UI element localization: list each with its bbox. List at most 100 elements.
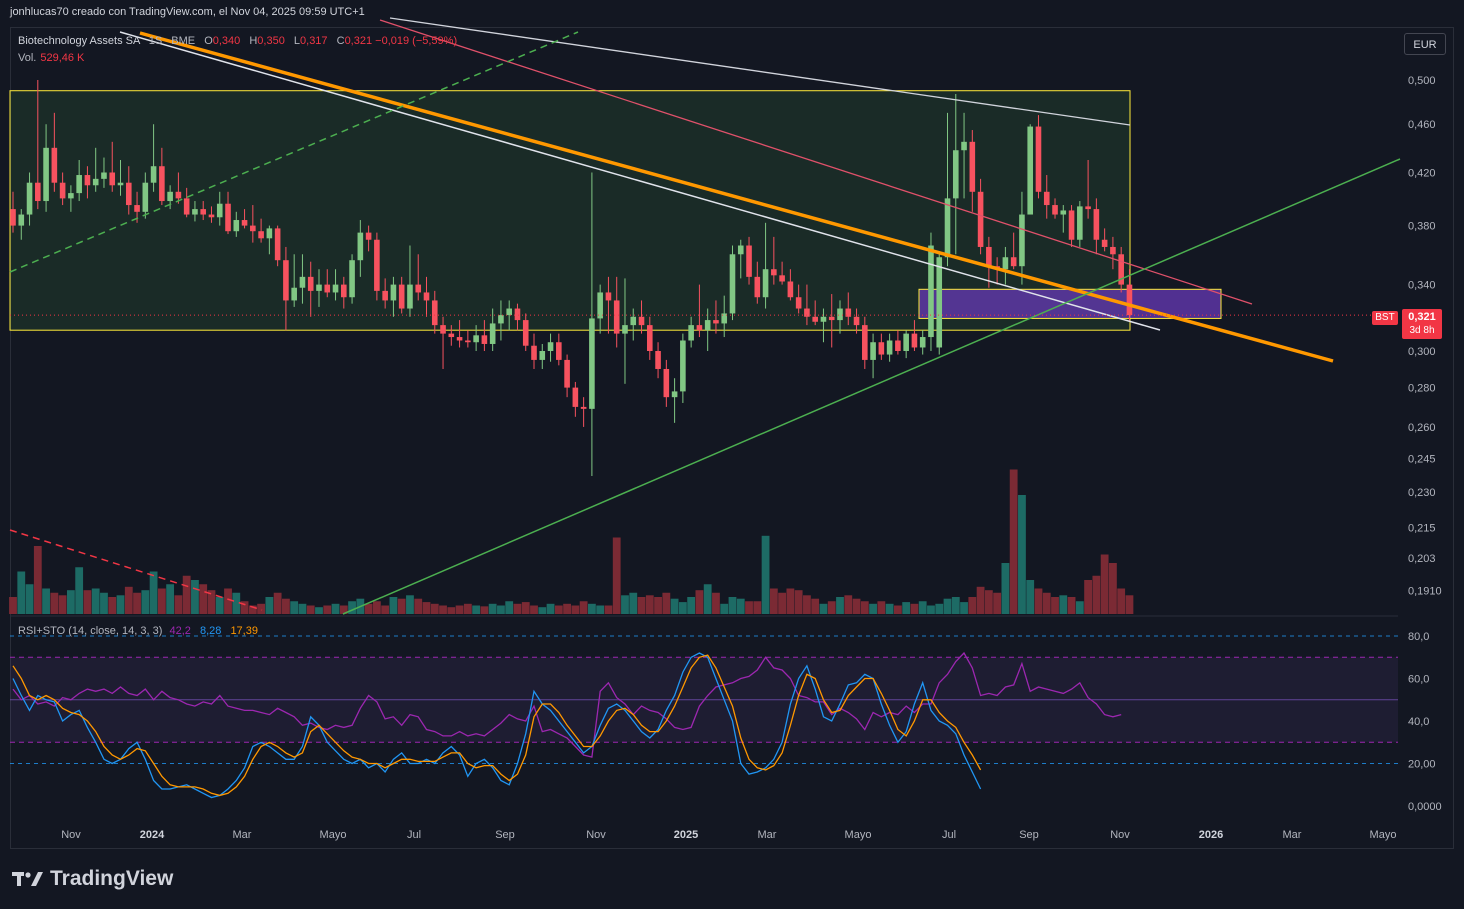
candle-body xyxy=(332,284,339,293)
candle-body xyxy=(713,320,719,324)
volume-bar xyxy=(50,592,59,614)
volume-bar xyxy=(182,575,191,614)
volume-bar xyxy=(604,605,613,614)
candle-body xyxy=(986,246,992,267)
volume-bar xyxy=(91,588,100,614)
price-tick-label: 0,380 xyxy=(1408,221,1436,233)
time-tick-label: 2024 xyxy=(140,829,165,841)
candle-body xyxy=(1068,210,1075,240)
candle-body xyxy=(431,300,438,326)
volume-bar xyxy=(629,592,638,614)
candle-body xyxy=(952,150,959,199)
volume-bar xyxy=(984,590,993,614)
candle-body xyxy=(159,166,165,202)
volume-bar xyxy=(414,598,423,614)
candle-body xyxy=(299,276,306,288)
volume-bar xyxy=(844,595,853,614)
candle-body xyxy=(539,351,546,360)
volume-bar xyxy=(1109,563,1117,614)
volume-bar xyxy=(447,607,456,614)
rsi-tick-label: 80,0 xyxy=(1408,631,1429,643)
candle-body xyxy=(68,193,74,199)
candle-body xyxy=(415,284,422,293)
volume-bar xyxy=(232,592,241,614)
volume-bar xyxy=(1067,597,1076,614)
volume-bar xyxy=(1059,595,1068,614)
interval: 1S xyxy=(148,35,163,47)
candle-body xyxy=(250,225,256,232)
candle-body xyxy=(663,368,670,398)
close-label: C xyxy=(336,35,345,47)
rsi-axis[interactable]: 80,0 60,0 40,0 20,00 0,0000 xyxy=(1408,631,1442,813)
volume-bar xyxy=(389,597,398,614)
candle-body xyxy=(357,232,364,261)
price-axis[interactable]: 0,500 0,460 0,420 0,380 0,340 0,300 0,280 0,260… xyxy=(1408,75,1442,598)
candle-body xyxy=(1035,126,1042,192)
candle-body xyxy=(233,220,240,232)
volume-bar xyxy=(298,603,307,614)
candle-body xyxy=(1085,206,1091,210)
candle-body xyxy=(142,182,149,212)
candle-body xyxy=(613,300,620,334)
volume-bar xyxy=(927,605,935,614)
rsi-legend[interactable]: RSI+STO (14, close, 14, 3, 3) 42,2 8,28 … xyxy=(18,625,258,637)
volume-bar xyxy=(331,603,340,614)
volume-legend[interactable]: Vol. 529,46 K xyxy=(18,52,84,64)
currency-button[interactable]: EUR xyxy=(1404,33,1446,55)
candle-body xyxy=(630,316,637,326)
candle-body xyxy=(92,178,99,186)
price-tick-label: 0,420 xyxy=(1408,167,1436,179)
volume-bar xyxy=(480,606,489,614)
volume-bar xyxy=(1001,563,1010,614)
volume-bar xyxy=(869,603,877,614)
candle-body xyxy=(977,191,984,247)
volume-bar xyxy=(968,597,977,614)
candle-body xyxy=(1101,239,1108,247)
candle-body xyxy=(398,284,405,309)
drawings-trendlines[interactable] xyxy=(9,17,1401,615)
volume-bar xyxy=(637,597,646,614)
candle-body xyxy=(26,182,33,215)
candle-body xyxy=(1126,284,1133,316)
volume-bar xyxy=(538,607,547,614)
volume-bar xyxy=(174,595,183,614)
candle-body xyxy=(200,209,207,215)
candle-body xyxy=(365,232,372,240)
time-axis[interactable]: Nov 2024 Mar Mayo Jul Sep Nov 2025 Mar Mayo Jul Sep… xyxy=(61,829,1396,841)
candle-body xyxy=(696,325,703,331)
candle-body xyxy=(341,284,347,298)
volume-bar xyxy=(108,597,117,614)
candle-body xyxy=(274,228,281,261)
exchange: BME xyxy=(171,35,196,47)
time-tick-label: Nov xyxy=(586,829,606,841)
time-tick-label: Sep xyxy=(495,829,515,841)
volume-bar xyxy=(141,590,150,614)
candle-body xyxy=(84,175,91,186)
candle-body xyxy=(514,308,521,321)
orange-trendline xyxy=(139,31,1334,363)
price-tick-label: 0,280 xyxy=(1408,383,1436,395)
volume-bar xyxy=(720,603,729,614)
candle-body xyxy=(936,257,943,348)
volume-bar xyxy=(323,605,332,614)
volume-bar xyxy=(778,592,787,614)
candle-body xyxy=(828,316,835,321)
time-tick-label: Nov xyxy=(61,829,81,841)
symbol-name[interactable]: Biotechnology Assets SA xyxy=(18,35,140,47)
candle-body xyxy=(919,337,926,348)
candle-body xyxy=(547,342,554,351)
volume-bar xyxy=(860,601,869,614)
bar-countdown: 3d 8h xyxy=(1409,325,1435,336)
volume-bar xyxy=(58,595,67,614)
volume-bar xyxy=(372,601,381,614)
candle-body xyxy=(216,203,223,218)
tradingview-logo[interactable]: TradingView xyxy=(12,866,173,892)
volume-bar xyxy=(588,603,596,614)
volume-bar xyxy=(1125,595,1134,614)
volume-bar xyxy=(1009,469,1018,614)
volume-bar xyxy=(257,603,265,614)
volume-bar xyxy=(166,584,175,614)
candle-body xyxy=(101,172,107,179)
symbol-legend[interactable]: Biotechnology Assets SA 1S BME O0,340 H0… xyxy=(18,35,457,47)
